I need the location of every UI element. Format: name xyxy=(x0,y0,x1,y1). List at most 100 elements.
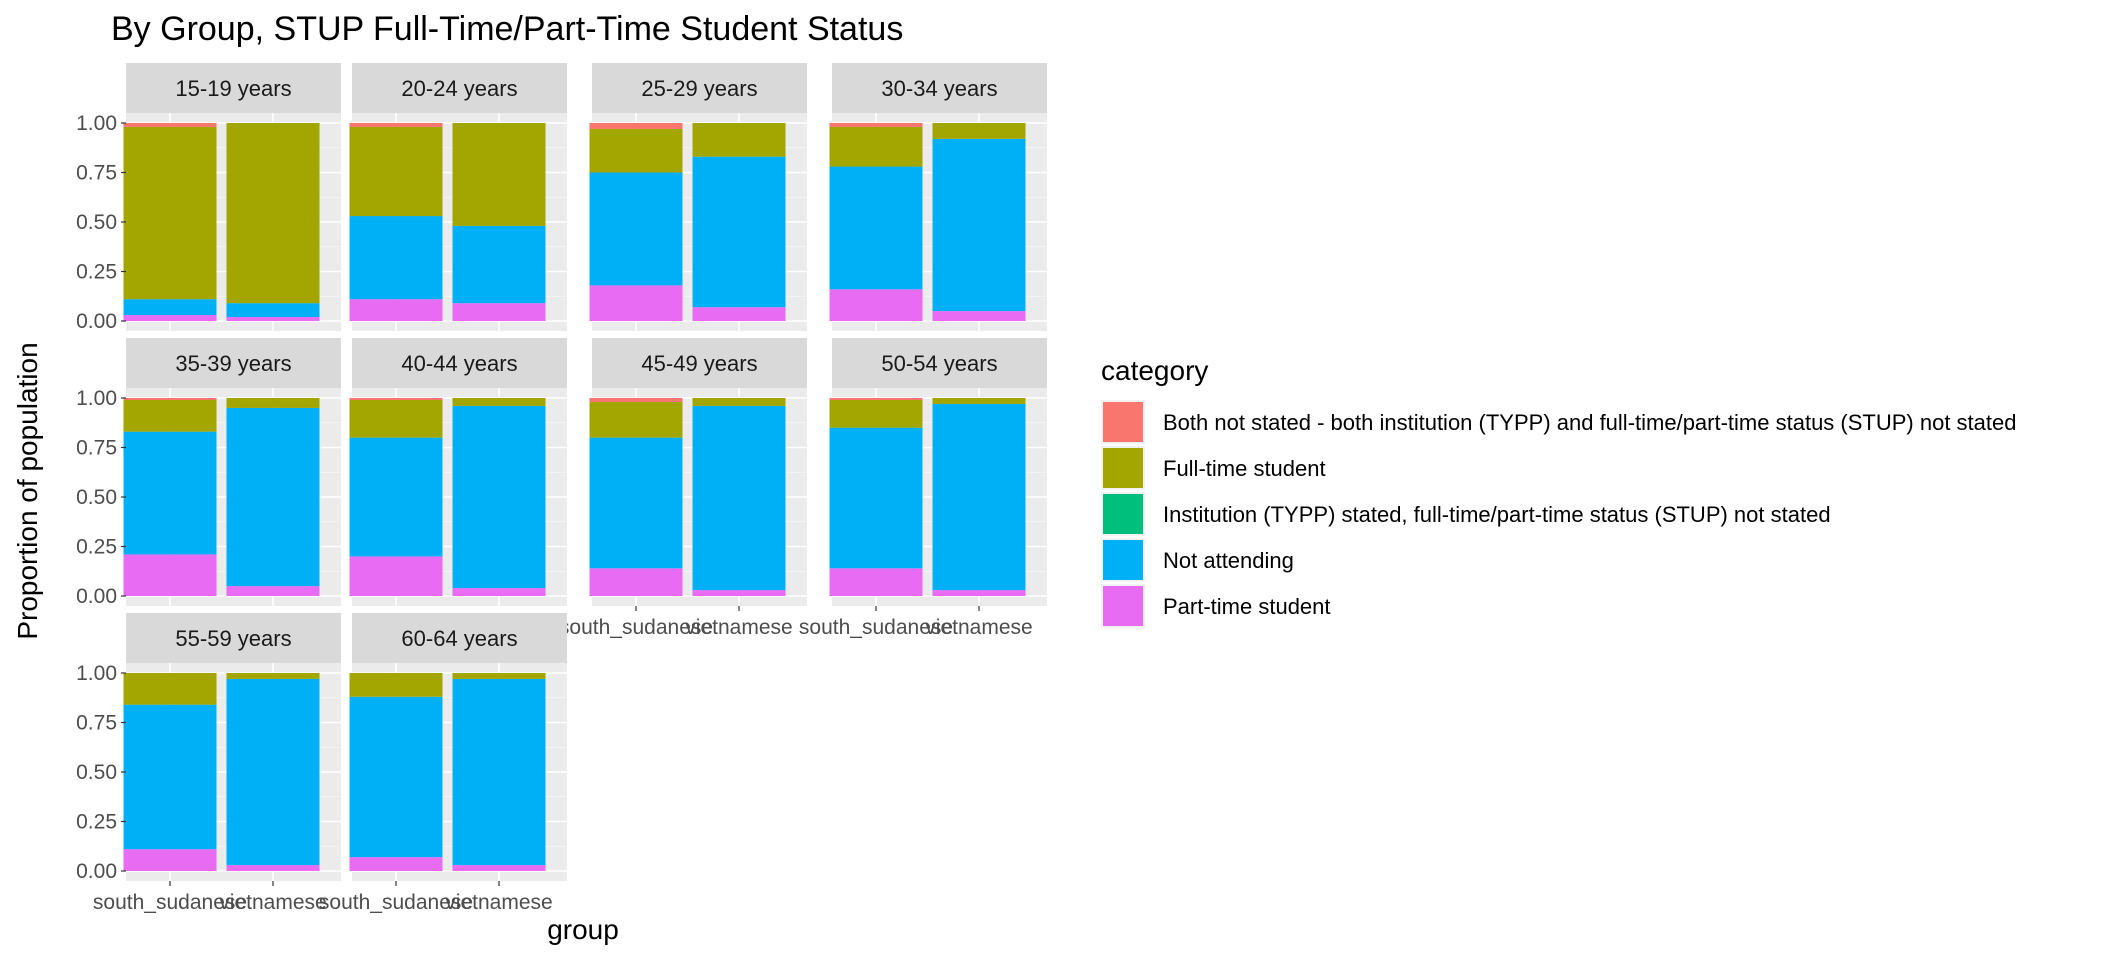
facet-35-39-years-bar-south_sudanese-segment xyxy=(123,554,217,596)
legend-swatch xyxy=(1103,448,1143,488)
x-axis-title: group xyxy=(547,914,619,945)
x-tick-label: vietnamese xyxy=(685,616,792,639)
facet-45-49-years-bar-vietnamese-segment xyxy=(692,405,786,591)
legend-label: Part-time student xyxy=(1163,594,1331,619)
facet-15-19-years-bar-south_sudanese-segment xyxy=(123,123,217,127)
facet-60-64-years-strip-label: 60-64 years xyxy=(401,626,517,651)
legend-label: Institution (TYPP) stated, full-time/par… xyxy=(1163,502,1831,527)
y-tick-label: 0.75 xyxy=(76,162,117,185)
facet-30-34-years-bar-vietnamese-segment xyxy=(932,123,1026,139)
facet-35-39-years-strip xyxy=(126,338,341,388)
facet-25-29-years-strip xyxy=(592,63,807,113)
facet-25-29-years-bar-south_sudanese-segment xyxy=(589,172,683,286)
facet-25-29-years-bar-vietnamese-segment xyxy=(692,156,786,308)
facet-55-59-years-bar-vietnamese-segment xyxy=(226,673,320,679)
facet-35-39-years-bar-south_sudanese-segment xyxy=(123,431,217,555)
facet-20-24-years-bar-vietnamese-segment xyxy=(452,303,546,321)
facet-40-44-years-strip xyxy=(352,338,567,388)
facet-50-54-years-bar-south_sudanese-segment xyxy=(829,399,923,428)
facet-50-54-years-strip-label: 50-54 years xyxy=(881,351,997,376)
facet-45-49-years-bar-vietnamese-segment xyxy=(692,398,786,406)
facet-15-19-years-bar-vietnamese-segment xyxy=(226,303,320,318)
y-tick-label: 0.50 xyxy=(76,761,117,784)
x-tick-label: south_sudanese xyxy=(559,616,713,639)
facet-50-54-years-strip xyxy=(832,338,1047,388)
legend-swatch xyxy=(1103,402,1143,442)
facet-25-29-years-bar-south_sudanese-segment xyxy=(589,123,683,129)
facet-40-44-years-bar-south_sudanese-segment xyxy=(349,399,443,438)
facet-35-39-years-bar-vietnamese-segment xyxy=(226,398,320,408)
facet-20-24-years-bar-south_sudanese-segment xyxy=(349,216,443,300)
facet-55-59-years-bar-vietnamese-segment xyxy=(226,678,320,866)
facet-25-29-years-bar-vietnamese-segment xyxy=(692,307,786,321)
legend: category Both not stated - both institut… xyxy=(1101,355,2016,628)
y-tick-label: 0.00 xyxy=(76,310,117,333)
x-tick-label: vietnamese xyxy=(445,891,552,914)
facet-20-24-years-strip-label: 20-24 years xyxy=(401,76,517,101)
facet-60-64-years-bar-south_sudanese-segment xyxy=(349,857,443,871)
facet-40-44-years-strip-label: 40-44 years xyxy=(401,351,517,376)
facet-15-19-years-bar-south_sudanese-segment xyxy=(123,126,217,300)
facet-15-19-years-bar-south_sudanese-segment xyxy=(123,299,217,316)
facet-55-59-years-strip-label: 55-59 years xyxy=(175,626,291,651)
facet-45-49-years-bar-south_sudanese-segment xyxy=(589,437,683,569)
y-tick-label: 1.00 xyxy=(76,662,117,685)
facet-60-64-years-bar-vietnamese-segment xyxy=(452,678,546,866)
facet-20-24-years-bar-vietnamese-segment xyxy=(452,123,546,226)
facet-20-24-years-bar-south_sudanese-segment xyxy=(349,126,443,217)
facet-60-64-years-bar-vietnamese-segment xyxy=(452,865,546,871)
facet-15-19-years-bar-vietnamese-segment xyxy=(226,123,320,304)
y-tick-label: 0.25 xyxy=(76,811,117,834)
facet-45-49-years-bar-south_sudanese-segment xyxy=(589,568,683,596)
x-tick-label: vietnamese xyxy=(925,616,1032,639)
facet-15-19-years-bar-south_sudanese-segment xyxy=(123,315,217,321)
y-tick-label: 0.50 xyxy=(76,486,117,509)
facet-20-24-years-strip xyxy=(352,63,567,113)
facet-35-39-years-strip-label: 35-39 years xyxy=(175,351,291,376)
facet-60-64-years-bar-south_sudanese-segment xyxy=(349,673,443,697)
facet-50-54-years-bar-south_sudanese-segment xyxy=(829,427,923,569)
y-tick-label: 0.00 xyxy=(76,585,117,608)
facet-45-49-years-strip-label: 45-49 years xyxy=(641,351,757,376)
facet-20-24-years-bar-south_sudanese-segment xyxy=(349,299,443,321)
legend-label: Both not stated - both institution (TYPP… xyxy=(1163,410,2016,435)
facet-35-39-years-bar-vietnamese-segment xyxy=(226,586,320,596)
facet-40-44-years-bar-vietnamese-segment xyxy=(452,405,546,589)
y-tick-label: 0.00 xyxy=(76,860,117,883)
y-tick-label: 0.75 xyxy=(76,437,117,460)
facet-50-54-years-bar-vietnamese-segment xyxy=(932,590,1026,596)
facet-30-34-years-strip xyxy=(832,63,1047,113)
x-tick-label: vietnamese xyxy=(219,891,326,914)
legend-swatch xyxy=(1103,586,1143,626)
facet-25-29-years-bar-vietnamese-segment xyxy=(692,123,786,157)
y-tick-label: 0.50 xyxy=(76,211,117,234)
facet-55-59-years-strip xyxy=(126,613,341,663)
chart-title: By Group, STUP Full-Time/Part-Time Stude… xyxy=(111,10,903,48)
facet-40-44-years-bar-vietnamese-segment xyxy=(452,588,546,596)
facet-20-24-years-bar-south_sudanese-segment xyxy=(349,123,443,127)
facet-45-49-years-bar-south_sudanese-segment xyxy=(589,398,683,402)
facet-15-19-years-strip xyxy=(126,63,341,113)
facet-50-54-years-bar-south_sudanese-segment xyxy=(829,568,923,596)
facet-30-34-years-bar-south_sudanese-segment xyxy=(829,289,923,321)
y-axis-title: Proportion of population xyxy=(12,342,43,639)
facet-40-44-years-bar-south_sudanese-segment xyxy=(349,398,443,400)
facet-25-29-years-bar-south_sudanese-segment xyxy=(589,128,683,173)
facet-45-49-years-strip xyxy=(592,338,807,388)
facet-30-34-years-bar-south_sudanese-segment xyxy=(829,123,923,127)
facet-40-44-years-bar-south_sudanese-segment xyxy=(349,437,443,557)
facet-45-49-years-bar-vietnamese-segment xyxy=(692,590,786,596)
facet-panels: 15-19 years 0.00 0.25 0.50 0.75 1.00 20-24 yea… xyxy=(76,63,1047,914)
y-tick-label: 1.00 xyxy=(76,387,117,410)
facet-55-59-years-bar-vietnamese-segment xyxy=(226,865,320,871)
facet-35-39-years-bar-south_sudanese-segment xyxy=(123,399,217,432)
legend-title: category xyxy=(1101,355,1208,386)
facet-50-54-years-bar-vietnamese-segment xyxy=(932,403,1026,591)
x-tick-label: south_sudanese xyxy=(799,616,953,639)
facet-50-54-years-bar-vietnamese-segment xyxy=(932,398,1026,404)
facet-60-64-years-bar-vietnamese-segment xyxy=(452,673,546,679)
facet-60-64-years-bar-south_sudanese-segment xyxy=(349,696,443,858)
x-tick-label: south_sudanese xyxy=(93,891,247,914)
